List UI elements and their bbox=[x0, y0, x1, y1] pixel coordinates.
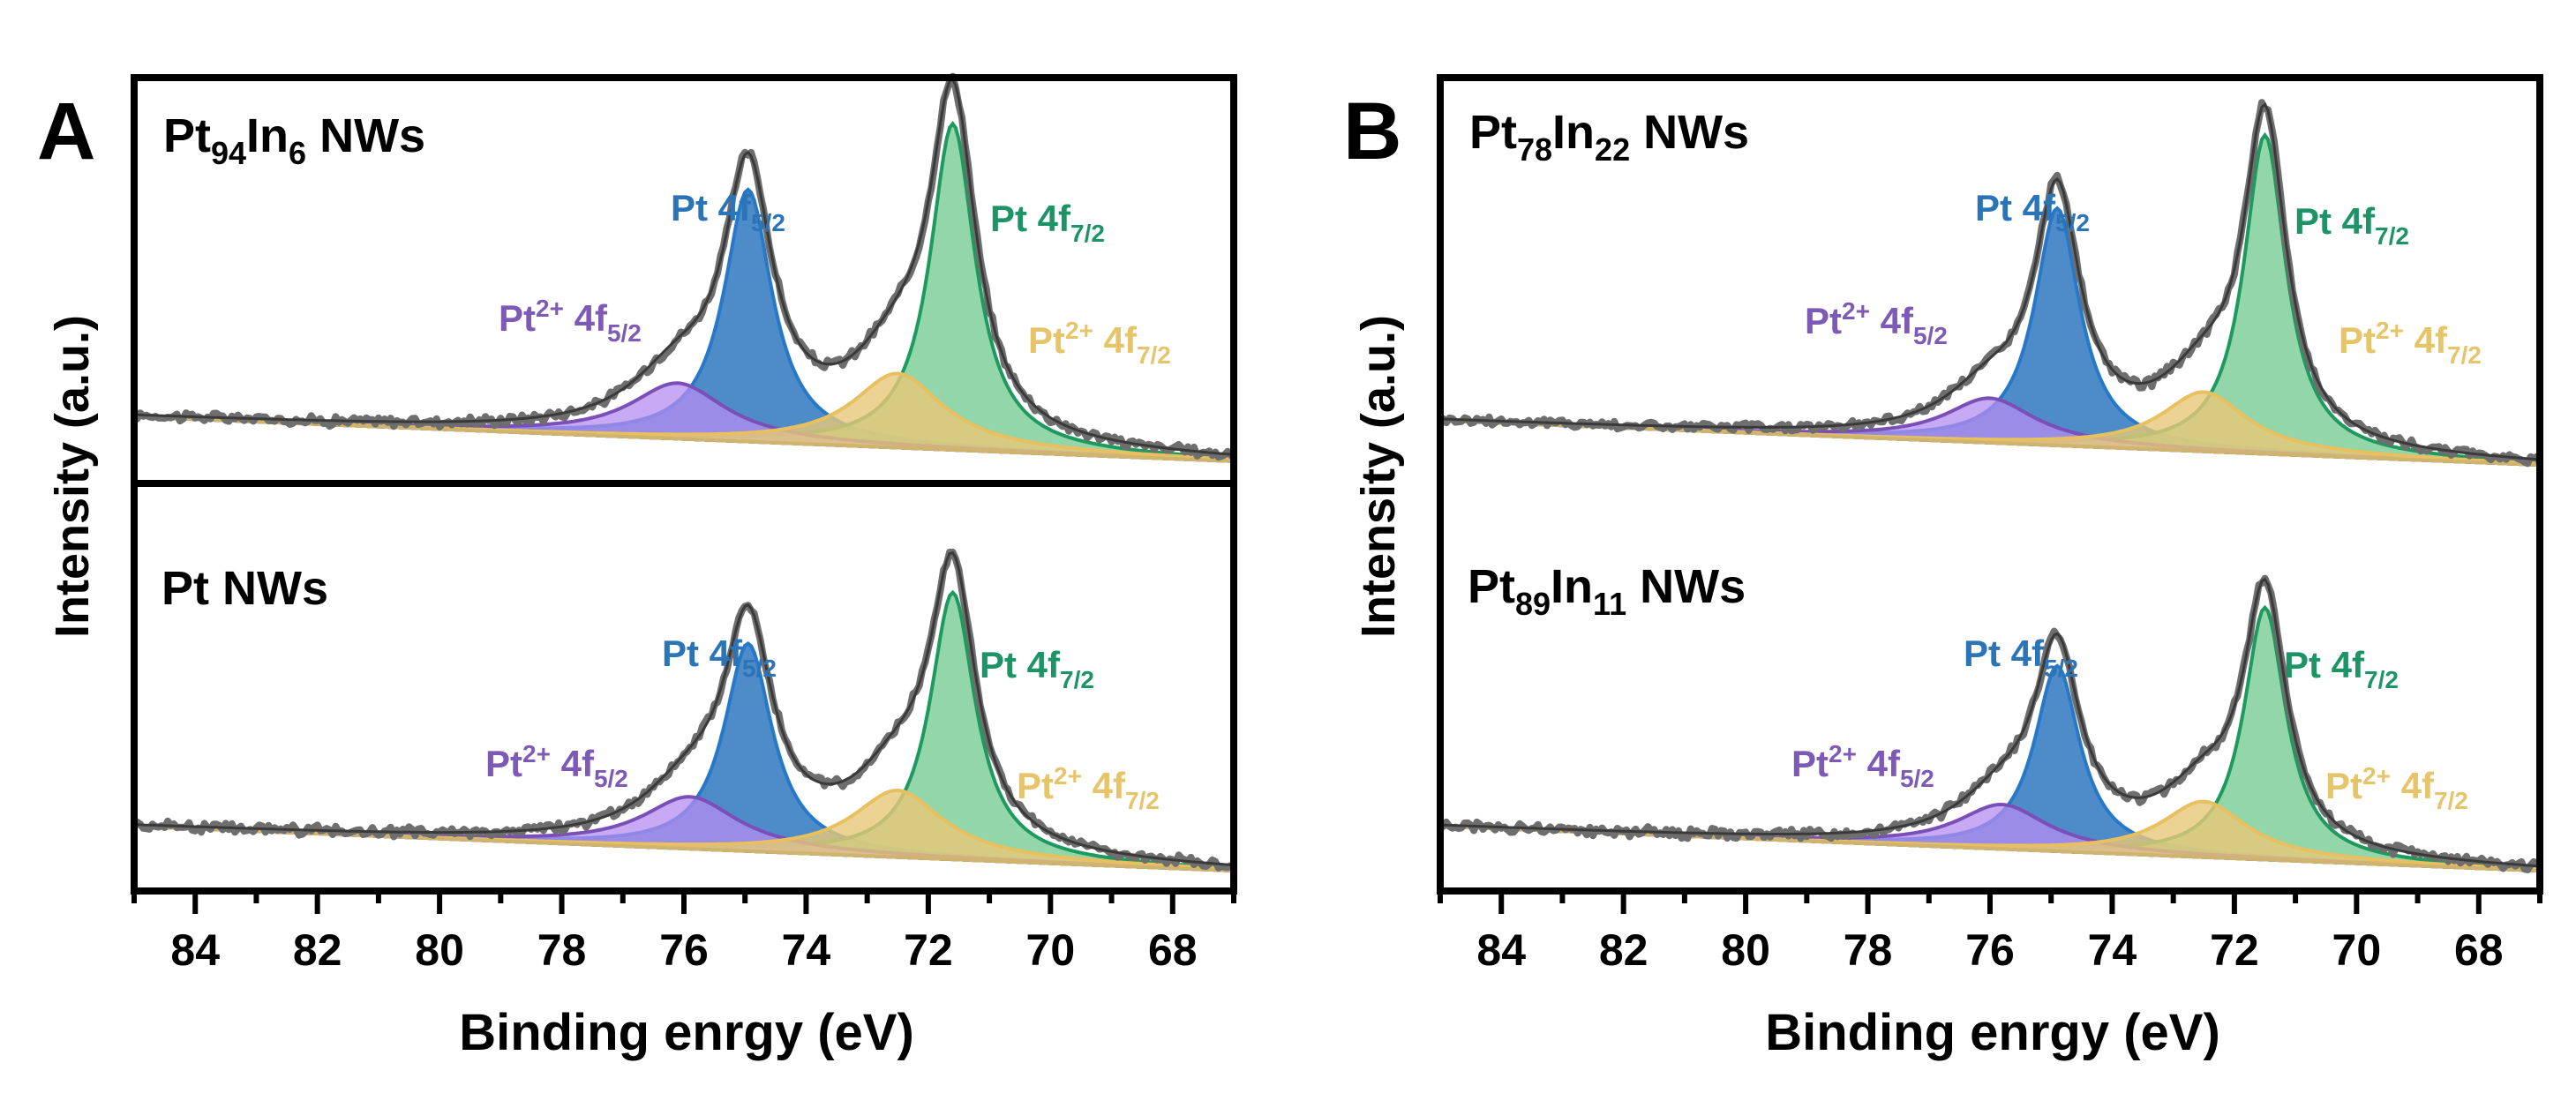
fit-envelope bbox=[1439, 101, 2541, 461]
peak-label-pt-4f52: Pt 4f5/2 bbox=[1975, 187, 2090, 236]
x-tick-label: 70 bbox=[2332, 925, 2382, 975]
peak-label-pt-4f52: Pt 4f5/2 bbox=[662, 633, 777, 682]
subpanel-a-bottom: Pt NWs Pt 4f5/2 Pt 4f7/2 Pt2+ 4f5/2 Pt2+… bbox=[131, 549, 1235, 873]
panel-b-ylabel: Intensity (a.u.) bbox=[1352, 315, 1405, 638]
x-tick-label: 72 bbox=[2210, 925, 2259, 975]
panel-a-ylabel: Intensity (a.u.) bbox=[46, 315, 99, 638]
sample-label-a-bottom: Pt NWs bbox=[161, 562, 328, 615]
peak-label-pt2-4f72: Pt2+ 4f7/2 bbox=[2339, 317, 2482, 369]
peak-label-pt-4f72: Pt 4f7/2 bbox=[990, 198, 1105, 247]
x-tick-label: 68 bbox=[2454, 925, 2504, 975]
x-tick-label: 82 bbox=[1599, 925, 1648, 975]
peak-label-pt-4f72: Pt 4f7/2 bbox=[2294, 200, 2409, 250]
subpanel-b-top: Pt78In22 NWs Pt 4f5/2 Pt 4f7/2 Pt2+ 4f5/… bbox=[1438, 99, 2543, 468]
sample-label-b-top: Pt78In22 NWs bbox=[1469, 106, 1749, 168]
x-tick-label: 76 bbox=[659, 925, 709, 975]
x-tick-label: 74 bbox=[782, 925, 831, 975]
x-tick-label: 78 bbox=[537, 925, 587, 975]
x-axis-a: 84 82 80 78 76 74 72 70 68 bbox=[131, 891, 1236, 975]
peak-label-pt2-4f52: Pt2+ 4f5/2 bbox=[1791, 740, 1934, 792]
peak-label-pt2-4f72: Pt2+ 4f7/2 bbox=[1017, 762, 1160, 814]
x-tick-label: 70 bbox=[1026, 925, 1076, 975]
x-tick-label: 74 bbox=[2088, 925, 2137, 975]
curves-a-bottom bbox=[131, 549, 1235, 873]
curves-b-top bbox=[1438, 99, 2543, 468]
fit-envelope bbox=[133, 77, 1235, 456]
panel-a: A Intensity (a.u.) Binding enrgy (eV) Pt… bbox=[37, 72, 1237, 1061]
peak-label-pt2-4f52: Pt2+ 4f5/2 bbox=[1805, 297, 1948, 349]
panel-b-letter: B bbox=[1343, 86, 1401, 176]
x-tick-label: 72 bbox=[904, 925, 953, 975]
sample-label-b-bottom: Pt89In11 NWs bbox=[1468, 560, 1746, 622]
peak-label-pt2-4f52: Pt2+ 4f5/2 bbox=[499, 295, 642, 347]
panel-b-xlabel: Binding enrgy (eV) bbox=[1765, 1004, 2220, 1061]
panel-b: B Intensity (a.u.) Binding enrgy (eV) Pt… bbox=[1343, 74, 2543, 1061]
sample-label-a-top: Pt94In6 NWs bbox=[163, 109, 425, 171]
panel-a-xlabel: Binding enrgy (eV) bbox=[459, 1004, 914, 1061]
peak-label-pt2-4f52: Pt2+ 4f5/2 bbox=[485, 740, 628, 792]
curves-b-bottom bbox=[1438, 574, 2542, 873]
x-tick-label: 82 bbox=[293, 925, 342, 975]
peak-label-pt-4f52: Pt 4f5/2 bbox=[1964, 633, 2078, 682]
x-tick-label: 84 bbox=[170, 925, 220, 975]
x-axis-b: 84 82 80 78 76 74 72 70 68 bbox=[1438, 891, 2542, 975]
peak-label-pt2-4f72: Pt2+ 4f7/2 bbox=[1028, 317, 1171, 369]
fit-envelope bbox=[133, 550, 1235, 867]
x-tick-label: 84 bbox=[1476, 925, 1526, 975]
x-tick-label: 76 bbox=[1965, 925, 2015, 975]
background-line bbox=[133, 415, 1235, 463]
x-tick-label: 78 bbox=[1844, 925, 1893, 975]
x-tick-label: 68 bbox=[1148, 925, 1198, 975]
fit-envelope bbox=[1439, 577, 2541, 868]
x-tick-label: 80 bbox=[1721, 925, 1770, 975]
subpanel-a-top: Pt94In6 NWs Pt 4f5/2 Pt 4f7/2 Pt2+ 4f5/2… bbox=[131, 72, 1235, 463]
raw-spectrum bbox=[1438, 99, 2543, 468]
x-tick-label: 80 bbox=[415, 925, 464, 975]
background-line bbox=[133, 824, 1235, 872]
subpanel-b-bottom: Pt89In11 NWs Pt 4f5/2 Pt 4f7/2 Pt2+ 4f5/… bbox=[1438, 560, 2542, 873]
panel-a-letter: A bbox=[37, 86, 95, 176]
peak-label-pt-4f72: Pt 4f7/2 bbox=[980, 644, 1094, 693]
peak-label-pt-4f72: Pt 4f7/2 bbox=[2284, 644, 2399, 693]
peak-label-pt2-4f72: Pt2+ 4f7/2 bbox=[2325, 762, 2468, 814]
peak-label-pt-4f52: Pt 4f5/2 bbox=[671, 187, 785, 236]
